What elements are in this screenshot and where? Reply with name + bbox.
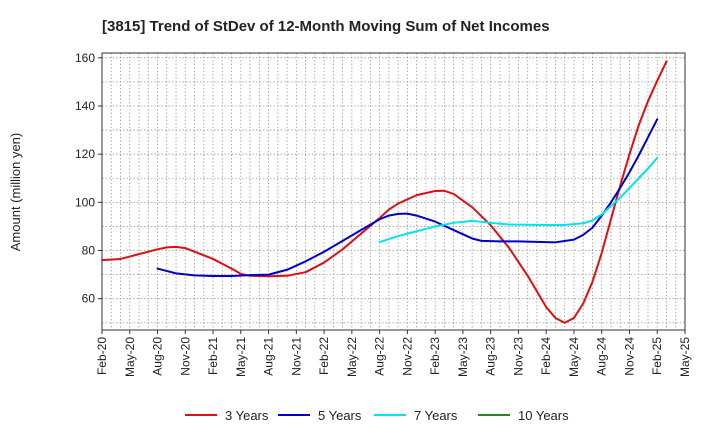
- x-tick-label: Nov-22: [400, 337, 414, 376]
- x-tick-label: Nov-20: [178, 337, 192, 376]
- y-tick-label: 100: [75, 195, 95, 209]
- x-tick-label: Aug-20: [151, 337, 165, 376]
- grid: [102, 53, 685, 330]
- x-tick-label: Feb-25: [650, 337, 664, 375]
- chart-title: [3815] Trend of StDev of 12-Month Moving…: [102, 18, 550, 35]
- series-lines: [101, 60, 668, 324]
- legend-label-5-years: 5 Years: [318, 408, 362, 423]
- y-tick-label: 80: [82, 244, 96, 258]
- x-tick-label: May-24: [567, 337, 581, 377]
- x-tick-label: Aug-23: [484, 337, 498, 376]
- legend-label-7-years: 7 Years: [414, 408, 458, 423]
- y-tick-label: 160: [75, 51, 95, 65]
- x-tick-label: Nov-23: [511, 337, 525, 376]
- x-tick-label: Feb-21: [206, 337, 220, 375]
- legend-label-10-years: 10 Years: [518, 408, 569, 423]
- x-tick-label: Feb-23: [428, 337, 442, 375]
- x-tick-label: May-21: [234, 337, 248, 377]
- x-axis-ticks: Feb-20 May-20 Aug-20 Nov-20 Feb-21 May-21 Aug-…: [95, 330, 692, 377]
- x-tick-label: Feb-24: [539, 337, 553, 375]
- legend-label-3-years: 3 Years: [225, 408, 269, 423]
- y-tick-label: 60: [82, 292, 96, 306]
- series-line-7-years: [378, 156, 659, 244]
- y-tick-label: 120: [75, 147, 95, 161]
- plot-area: [101, 52, 686, 331]
- x-tick-label: Aug-22: [373, 337, 387, 376]
- x-tick-label: Aug-21: [262, 337, 276, 376]
- x-tick-label: Nov-21: [289, 337, 303, 376]
- x-tick-label: May-22: [345, 337, 359, 377]
- x-tick-label: May-20: [123, 337, 137, 377]
- x-tick-label: Aug-24: [595, 337, 609, 376]
- x-tick-label: May-25: [678, 337, 692, 377]
- legend: 3 Years 5 Years 7 Years 10 Years: [185, 408, 569, 423]
- x-tick-label: Feb-22: [317, 337, 331, 375]
- y-axis-ticks: 60 80 100 120 140 160: [75, 51, 102, 306]
- x-tick-label: May-23: [456, 337, 470, 377]
- x-tick-label: Nov-24: [622, 337, 636, 376]
- x-tick-label: Feb-20: [95, 337, 109, 375]
- y-tick-label: 140: [75, 99, 95, 113]
- series-line-3-years: [101, 60, 668, 324]
- y-axis-label: Amount (million yen): [8, 133, 23, 252]
